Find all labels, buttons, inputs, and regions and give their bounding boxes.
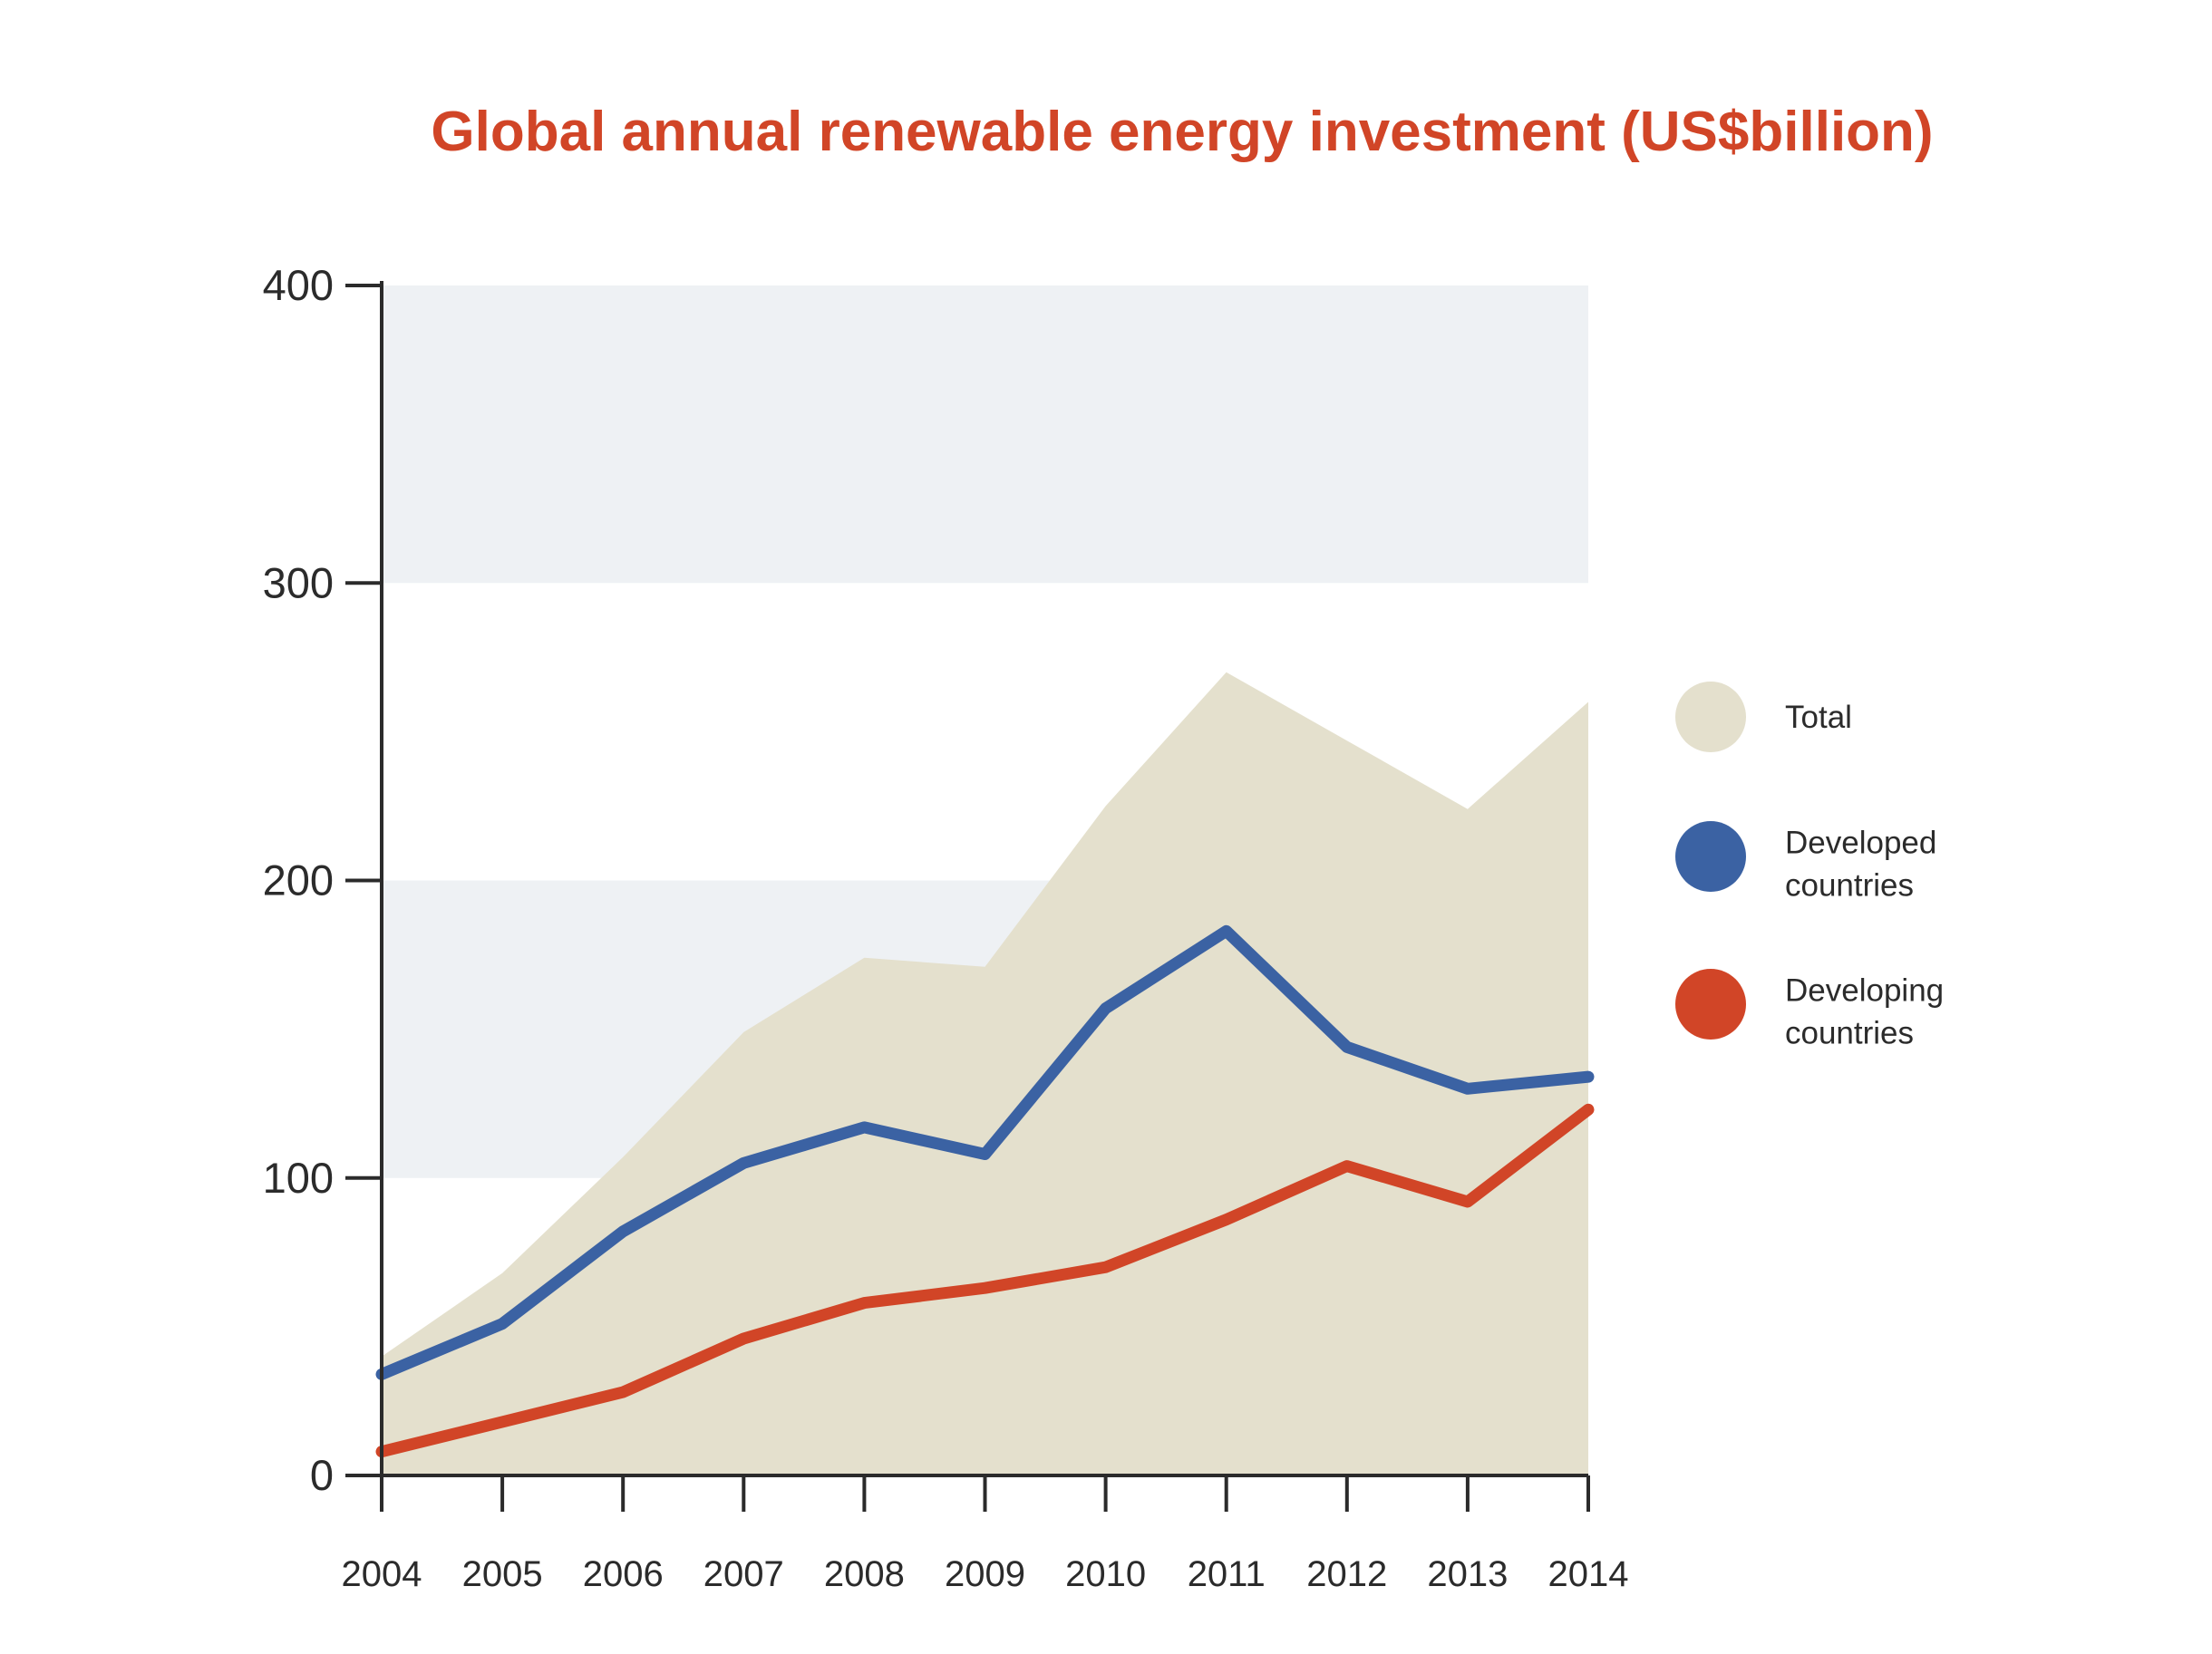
x-tick-label: 2004 (342, 1554, 422, 1594)
x-tick-label: 2011 (1188, 1554, 1266, 1594)
axes: 0 100 200 300 400 2004 2005 2006 2007 2008 2009 201… (263, 261, 1629, 1594)
y-tick-label: 200 (263, 856, 334, 904)
series-area-total (382, 672, 1588, 1475)
legend-label: countries (1785, 1016, 1914, 1051)
legend-label: Total (1785, 700, 1852, 735)
legend-swatch (1675, 821, 1746, 892)
legend-label: countries (1785, 868, 1914, 904)
legend-swatch (1675, 969, 1746, 1040)
y-tick-label: 0 (310, 1451, 334, 1499)
x-tick-label: 2005 (462, 1554, 543, 1594)
x-tick-label: 2010 (1065, 1554, 1146, 1594)
legend-swatch (1675, 682, 1746, 752)
x-tick-label: 2006 (583, 1554, 664, 1594)
y-tick-label: 300 (263, 558, 334, 606)
grid-band (382, 285, 1588, 584)
y-tick-label: 400 (263, 261, 334, 309)
x-tick-label: 2012 (1306, 1554, 1387, 1594)
x-tick-label: 2007 (703, 1554, 784, 1594)
x-tick-label: 2014 (1548, 1554, 1629, 1594)
x-tick-label: 2009 (945, 1554, 1025, 1594)
total-area-layer (382, 672, 1588, 1475)
legend-label: Developed (1785, 826, 1936, 861)
chart-title: Global annual renewable energy investmen… (431, 101, 1933, 163)
legend-label: Developing (1785, 973, 1944, 1009)
series-line-developed-countries (375, 924, 1595, 1380)
legend: Total Developed countries Developing countri… (1675, 682, 1944, 1051)
x-tick-label: 2013 (1427, 1554, 1508, 1594)
y-tick-label: 100 (263, 1154, 334, 1202)
x-tick-label: 2008 (824, 1554, 905, 1594)
series-line-developing-countries (375, 1103, 1595, 1458)
series-lines-layer (375, 924, 1595, 1458)
